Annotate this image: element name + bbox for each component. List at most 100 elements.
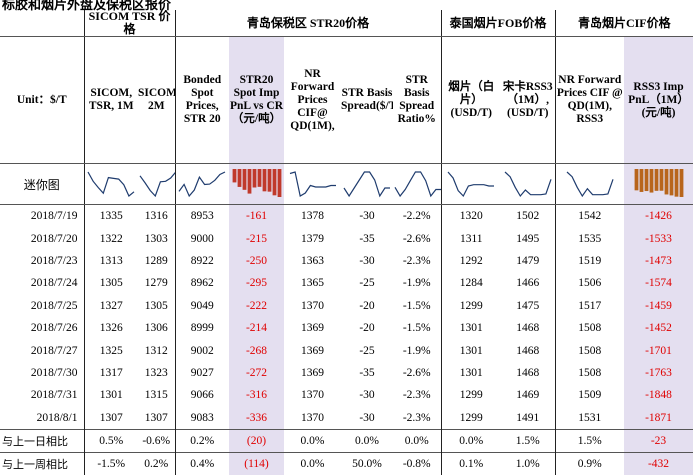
table-cell: 1299 [459,389,483,402]
table-cell: -25 [359,277,375,290]
column-header: NR Forward Prices CIF @ QD(1M), RSS3 [555,36,625,164]
table-cell: 1506 [578,277,602,290]
table-cell: 1326 [99,322,123,335]
table-row: 2018/7/27 1325 1312 9002 -268 1369 -25 -1.9% 130… [0,339,694,362]
table-cell: 8953 [190,210,214,223]
table-cell: 1370 [301,389,324,402]
table-cell: 1509 [578,389,602,402]
sparkline-bar [242,169,246,190]
table-cell: -35 [359,366,375,379]
sparkline [178,171,226,198]
table-cell: -1.9% [393,339,442,362]
table-cell: 1.0% [501,451,556,475]
table-cell: -23 [624,428,694,453]
column-header: STR20 Spot Imp PnL vs CR（元/吨） [229,36,284,164]
table-cell: 1279 [138,272,176,295]
group-header-qingdao-cif: 青岛烟片CIF价格 [555,10,694,37]
table-cell: 1301 [99,389,123,402]
table-cell: 1495 [501,227,556,250]
sparkline [504,171,552,198]
sparkline-bar [257,169,261,187]
table-cell: -214 [229,316,284,340]
table-cell: -432 [624,451,694,475]
table-cell: 1508 [578,366,602,379]
table-cell: 1301 [459,344,483,357]
sparkline-cell [138,163,176,205]
price-table: SICOM TSR 价格 青岛保税区 STR20价格 泰国烟片FOB价格 青岛烟… [0,10,694,475]
sparkline-label: 迷你图 [0,163,85,205]
table-cell: 1531 [578,411,602,424]
sparkline-cell [84,163,138,205]
table-cell: 1369 [301,322,324,335]
table-cell: 1305 [138,294,176,317]
sparkline-bar [272,169,276,196]
table-cell: 1535 [578,232,602,245]
table-cell: 0.0% [284,428,341,453]
table-cell: -30 [359,411,375,424]
unit-label: Unit：$/T [0,36,85,164]
sparkline-cell [501,163,556,205]
group-header-sicom: SICOM TSR 价格 [84,10,176,37]
row-date: 2018/7/30 [0,361,85,385]
table-cell: 1299 [459,411,483,424]
table-cell: -2.2% [393,204,442,228]
table-cell: -20 [359,299,375,312]
table-cell: 1370 [301,411,324,424]
table-cell: 1313 [99,254,123,267]
table-cell: 0.0% [284,451,341,475]
table-cell: 0.5% [84,428,138,453]
table-cell: -2.6% [393,361,442,385]
column-header: Bonded Spot Prices, STR 20 [175,36,229,164]
table-cell: -268 [229,339,284,362]
sparkline [87,171,135,197]
table-cell: -1533 [624,227,694,250]
table-cell: 1299 [459,299,483,312]
sparkline [394,171,440,198]
table-cell: -2.3% [393,406,442,430]
table-cell: 1.5% [555,428,625,453]
table-cell: -0.8% [393,451,442,475]
table-cell: 1519 [578,254,602,267]
table-cell: (20) [229,428,284,453]
table-cell: -30 [359,254,375,267]
table-cell: -1426 [624,204,694,228]
table-cell: 1378 [301,210,324,223]
table-row: 2018/7/31 1301 1315 9066 -316 1370 -30 -2.3% 129… [0,384,694,407]
sparkline-bar [639,169,643,192]
sparkline-line [87,171,135,197]
sparkline-bar [262,169,266,192]
sparkline-bar [247,169,251,194]
table-cell: 1323 [138,361,176,385]
sparkline-line [343,171,390,198]
table-cell: -30 [359,210,375,223]
row-date: 2018/8/1 [0,406,85,430]
sparkline-bar [232,169,236,183]
table-cell: 0.9% [555,451,625,475]
table-row: 2018/7/20 1322 1303 9000 -215 1379 -35 -2.6% 131… [0,227,694,250]
table-cell: -2.3% [393,384,442,407]
table-cell: 1322 [99,232,123,245]
table-row: 与上一周相比 -1.5% 0.2% 0.4% (114) 0.0% 50.0% -0.8% 0.… [0,451,694,475]
table-cell: 9002 [190,344,214,357]
table-row: 与上一日相比 0.5% -0.6% 0.2% (20) 0.0% 0.0% 0.0% 0.0% 1… [0,428,694,453]
table-cell: 1479 [501,249,556,273]
table-cell: -1871 [624,406,694,430]
table-cell: -30 [359,389,375,402]
sparkline-cell [393,163,442,205]
table-cell: 0.0% [441,428,501,453]
table-cell: 8962 [190,277,214,290]
sparkline-bar [654,169,658,191]
sparkline-bar [664,169,668,195]
table-cell: -1763 [624,361,694,385]
table-row: 2018/7/26 1326 1306 8999 -214 1369 -20 -1.5% 130… [0,316,694,340]
table-cell: -1.9% [393,272,442,295]
table-row: 2018/7/25 1327 1305 9049 -222 1370 -20 -1.5% 129… [0,294,694,317]
sparkline [289,171,336,197]
sparkline-bar [634,169,638,191]
table-cell: 1508 [578,344,602,357]
table-cell: -1452 [624,316,694,340]
corner-cell [0,10,85,37]
column-header: 宋卡RSS3（1M）,(USD/T) [501,36,556,164]
sparkline-bar [669,169,673,196]
sparkline-bar [277,169,281,197]
